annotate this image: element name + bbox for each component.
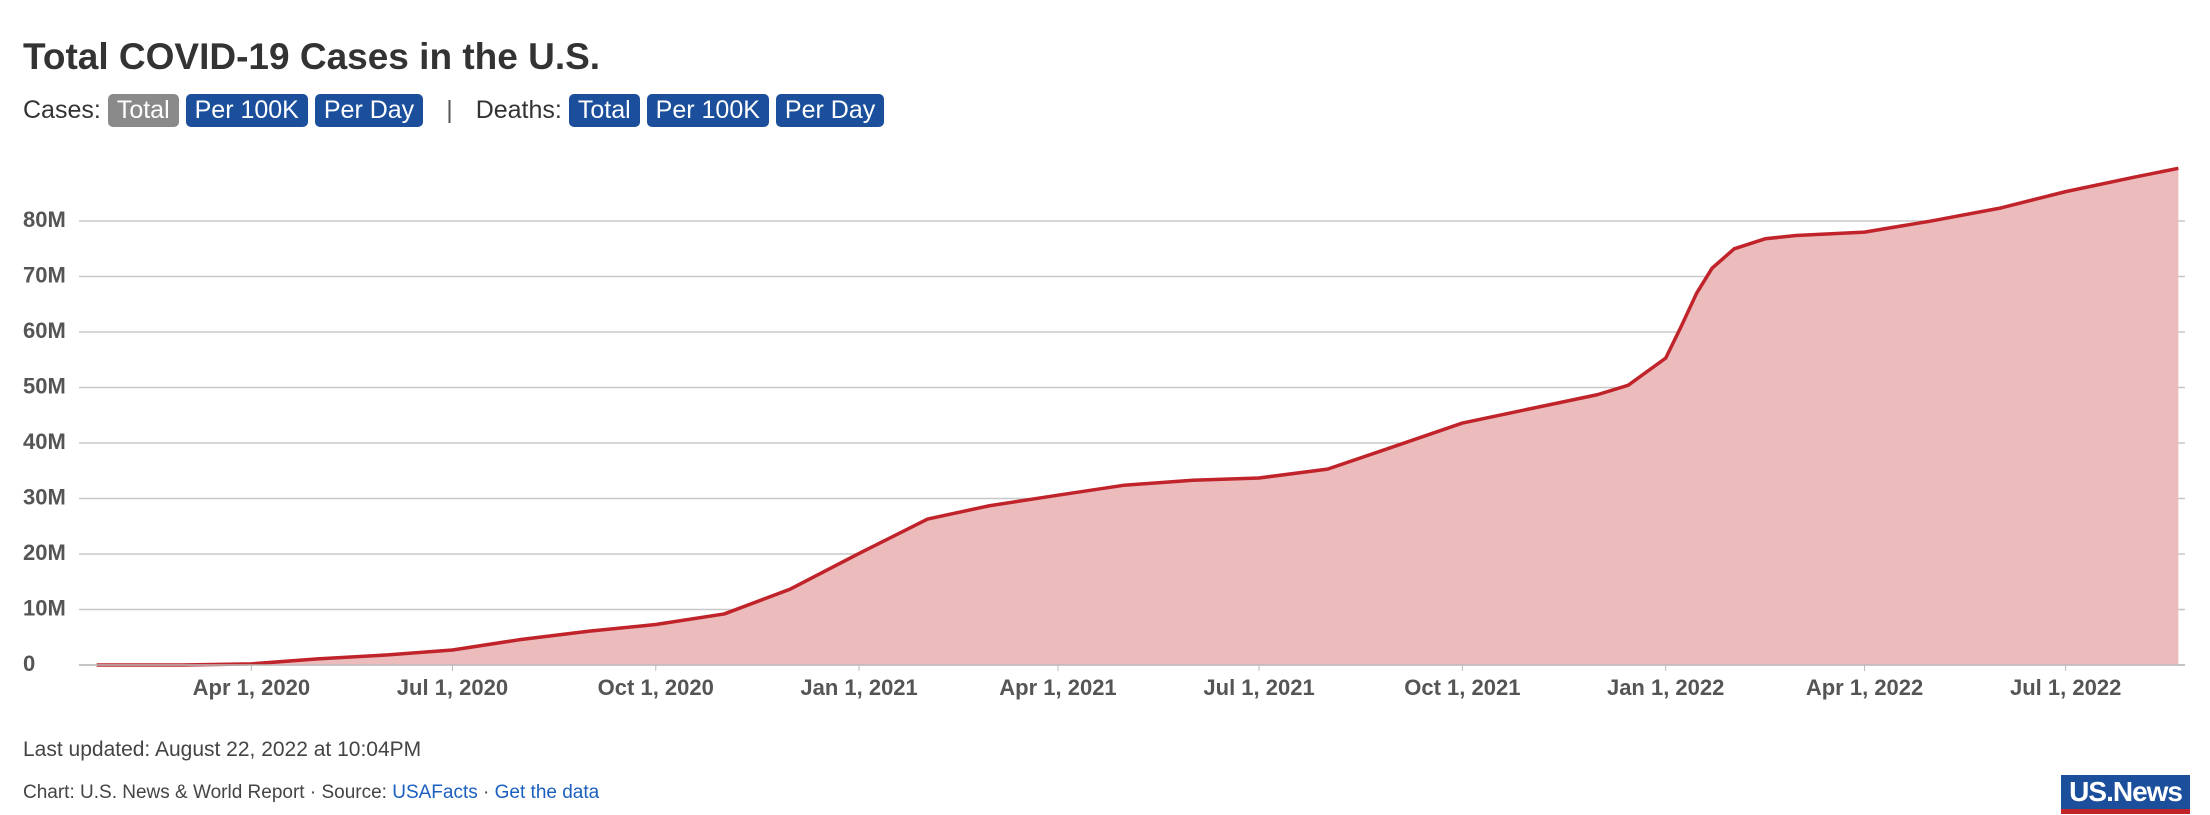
x-tick-label: Apr 1, 2022 xyxy=(1806,675,1923,700)
y-tick-label: 60M xyxy=(23,318,66,343)
controls: Cases: Total Per 100K Per Day | Deaths: … xyxy=(23,94,885,127)
x-tick-label: Jul 1, 2021 xyxy=(1203,675,1314,700)
x-tick-label: Jan 1, 2022 xyxy=(1607,675,1724,700)
y-tick-label: 70M xyxy=(23,262,66,287)
deaths-total-button[interactable]: Total xyxy=(568,94,640,127)
last-updated: Last updated: August 22, 2022 at 10:04PM xyxy=(23,738,422,761)
logo: US.News xyxy=(2061,775,2190,814)
x-tick-label: Jul 1, 2020 xyxy=(397,675,508,700)
x-tick-label: Oct 1, 2020 xyxy=(598,675,714,700)
deaths-per100k-button[interactable]: Per 100K xyxy=(646,94,769,127)
x-tick-label: Apr 1, 2020 xyxy=(193,675,310,700)
chart-title: Total COVID-19 Cases in the U.S. xyxy=(23,36,601,77)
y-tick-label: 0 xyxy=(23,651,35,676)
y-tick-label: 20M xyxy=(23,540,66,565)
deaths-perday-button[interactable]: Per Day xyxy=(775,94,885,127)
y-tick-label: 50M xyxy=(23,373,66,398)
x-tick-label: Jul 1, 2022 xyxy=(2010,675,2121,700)
credit: Chart: U.S. News & World Report · Source… xyxy=(23,782,387,803)
x-tick-label: Oct 1, 2021 xyxy=(1404,675,1520,700)
x-tick-label: Apr 1, 2021 xyxy=(999,675,1116,700)
cases-perday-button[interactable]: Per Day xyxy=(314,94,424,127)
line xyxy=(96,166,2179,667)
y-tick-label: 40M xyxy=(23,429,66,454)
area xyxy=(96,168,2179,666)
credit-line: Chart: U.S. News & World Report · Source… xyxy=(23,782,599,804)
y-tick-label: 10M xyxy=(23,595,66,620)
cases-per100k-button[interactable]: Per 100K xyxy=(185,94,308,127)
dot: · xyxy=(483,782,490,803)
cases-label: Cases: xyxy=(23,96,101,124)
x-tick-label: Jan 1, 2021 xyxy=(800,675,917,700)
y-tick-label: 80M xyxy=(23,207,66,232)
deaths-label: Deaths: xyxy=(475,96,562,124)
cases-total-button[interactable]: Total xyxy=(107,94,179,127)
y-tick-label: 30M xyxy=(23,484,66,509)
data-link[interactable]: Get the data xyxy=(494,782,600,803)
source-link[interactable]: USAFacts xyxy=(392,782,478,803)
separator: | xyxy=(446,96,453,124)
